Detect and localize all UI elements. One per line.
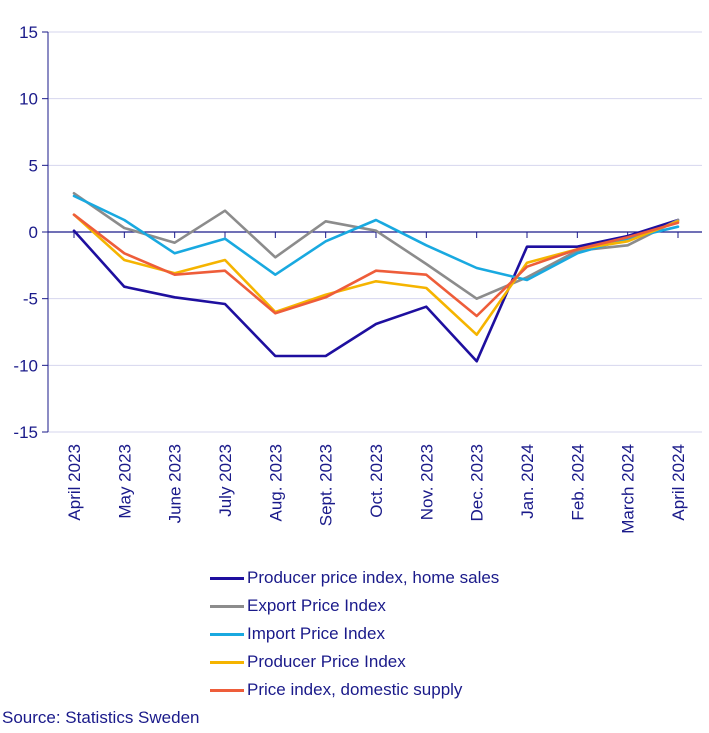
legend-label: Price index, domestic supply <box>247 680 463 699</box>
x-tick-label: Feb. 2024 <box>568 444 587 521</box>
x-tick-label: April 2023 <box>65 444 84 521</box>
y-tick-label: 5 <box>29 156 38 175</box>
gridlines <box>48 31 702 433</box>
legend-swatch <box>210 576 244 580</box>
series-line-1 <box>72 192 680 301</box>
legend-label: Export Price Index <box>247 596 386 615</box>
y-tick-label: 15 <box>19 23 38 42</box>
x-tick-label: April 2024 <box>669 444 688 521</box>
source-note: Source: Statistics Sweden <box>2 708 200 727</box>
line-chart: 15 10 5 0 -5 -10 -15 April 2023 May 2023 June 20… <box>13 23 702 534</box>
x-tick-label: June 2023 <box>166 444 185 523</box>
x-tick-label: Sept. 2023 <box>317 444 336 526</box>
legend-label: Import Price Index <box>247 624 385 643</box>
y-tick-label: 0 <box>29 223 38 242</box>
y-tick-labels: 15 10 5 0 -5 -10 -15 <box>13 23 38 442</box>
legend-item-import: Import Price Index <box>210 620 499 648</box>
series-line-4 <box>72 213 680 318</box>
series-line-0 <box>72 218 680 363</box>
y-tick-label: 10 <box>19 90 38 109</box>
series-line-2 <box>72 194 680 282</box>
axes <box>42 31 702 433</box>
legend-label: Producer Price Index <box>247 652 406 671</box>
x-tick-label: Aug. 2023 <box>266 444 285 522</box>
y-tick-label: -10 <box>13 356 38 375</box>
x-tick-label: Nov. 2023 <box>417 444 436 520</box>
legend-item-domestic-supply: Price index, domestic supply <box>210 676 499 704</box>
legend-swatch <box>210 632 244 636</box>
legend-swatch <box>210 688 244 692</box>
x-tick-label: Jan. 2024 <box>518 444 537 519</box>
x-tick-labels: April 2023 May 2023 June 2023 July 2023 Aug.… <box>65 444 688 534</box>
x-tick-label: Oct. 2023 <box>367 444 386 518</box>
legend-label: Producer price index, home sales <box>247 568 500 587</box>
legend-item-home-sales: Producer price index, home sales <box>210 564 499 592</box>
y-tick-label: -5 <box>23 290 38 309</box>
legend: Producer price index, home sales Export … <box>210 564 499 704</box>
y-tick-label: -15 <box>13 423 38 442</box>
x-tick-label: July 2023 <box>216 444 235 517</box>
legend-swatch <box>210 604 244 608</box>
x-tick-label: May 2023 <box>115 444 134 519</box>
x-tick-label: Dec. 2023 <box>468 444 487 522</box>
x-tick-label: March 2024 <box>619 444 638 534</box>
legend-item-export: Export Price Index <box>210 592 499 620</box>
legend-item-producer: Producer Price Index <box>210 648 499 676</box>
legend-swatch <box>210 660 244 664</box>
series-lines <box>72 192 680 363</box>
